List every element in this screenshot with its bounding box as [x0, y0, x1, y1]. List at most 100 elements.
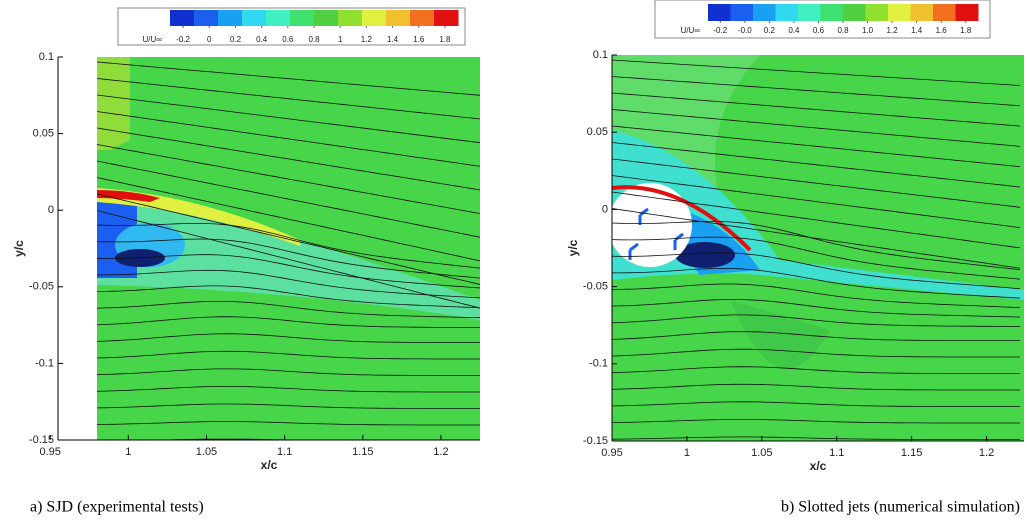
- streamline: [97, 78, 480, 120]
- colorbar-tick-label: 1.6: [413, 35, 425, 44]
- y-tick-label: 0: [602, 203, 608, 215]
- colorbar-tick-label: 1.8: [439, 35, 451, 44]
- streamline: [612, 109, 1021, 147]
- colorbar-swatch: [410, 10, 435, 26]
- colorbar-swatch: [730, 4, 754, 21]
- field-region: [97, 188, 300, 246]
- streamline: [612, 175, 1021, 228]
- y-tick-label: 0.05: [587, 126, 608, 138]
- streamline: [612, 348, 1020, 358]
- streamline: [97, 421, 480, 426]
- y-axis-label: y/c: [12, 240, 26, 257]
- streamline: [97, 238, 480, 279]
- x-tick-label: 1.05: [751, 447, 772, 459]
- streamline: [97, 193, 480, 285]
- x-tick-label: 1.05: [196, 446, 217, 458]
- y-tick-label: -0.05: [583, 281, 608, 293]
- x-tick-label: 1.1: [829, 447, 844, 459]
- colorbar-swatch: [362, 10, 387, 26]
- colorbar-label: U/U∞: [143, 35, 163, 44]
- streamline: [97, 210, 480, 309]
- colorbar-swatch: [314, 10, 339, 26]
- streamline: [97, 269, 480, 299]
- colorbar-swatch: [843, 4, 866, 21]
- colorbar-tick-label: 0.6: [813, 26, 825, 35]
- x-axis-label: x/c: [261, 458, 278, 472]
- colorbar-swatch: [170, 10, 195, 26]
- colorbar-swatch: [290, 10, 315, 26]
- colorbar-tick-label: 0.4: [256, 35, 268, 44]
- streamline: [612, 419, 1020, 424]
- colorbar-tick-label: 1.2: [887, 26, 899, 35]
- field-region: [730, 300, 830, 369]
- colorbar-tick-label: 1.8: [960, 26, 972, 35]
- colorbar: U/U∞ -0.2 -0.0 0.2 0.4 0.6 0.8 1.0 1.2 1.4 1.6 1.8: [654, 0, 991, 39]
- streamline: [612, 125, 1021, 168]
- x-axis-label: x/c: [810, 459, 827, 473]
- colorbar-swatch: [820, 4, 844, 21]
- colorbar-swatch: [266, 10, 291, 26]
- colorbar-swatch: [955, 4, 979, 21]
- colorbar-tick-label: 1.4: [387, 35, 399, 44]
- x-tick-label: 1.2: [979, 447, 994, 459]
- caption: a) SJD (experimental tests): [30, 499, 204, 516]
- streamline: [612, 158, 1021, 208]
- colorbar-swatch: [888, 4, 911, 21]
- field-region: [675, 242, 735, 268]
- y-tick-label: 0.1: [593, 49, 608, 61]
- streamline: [612, 383, 1020, 391]
- streamline: [97, 111, 480, 167]
- streamline: [612, 191, 1021, 249]
- caption: b) Slotted jets (numerical simulation): [781, 499, 1020, 516]
- colorbar-swatch: [242, 10, 267, 26]
- y-axis-label: y/c: [566, 239, 580, 256]
- streamline: [612, 142, 1021, 188]
- colorbar-tick-label: 0.8: [837, 26, 849, 35]
- streamline: [612, 283, 1021, 308]
- colorbar-swatch: [708, 4, 731, 21]
- y-tick-label: -0.15: [583, 435, 608, 447]
- streamline: [97, 177, 480, 262]
- streamline: [612, 208, 1021, 269]
- colorbar-tick-label: 1.4: [911, 26, 923, 35]
- streamline: [612, 436, 1020, 440]
- streamline: [612, 220, 1021, 271]
- colorbar-tick-label: 0.2: [230, 35, 242, 44]
- x-tick-label: 1: [125, 446, 131, 458]
- x-tick-label: 0.95: [601, 447, 622, 459]
- colorbar-swatch: [194, 10, 219, 26]
- colorbar-tick-label: -0.2: [176, 35, 190, 44]
- streamline: [612, 366, 1020, 374]
- streamline: [97, 333, 480, 343]
- streamline: [97, 386, 480, 393]
- streamline: [612, 236, 1021, 280]
- plot-field: [612, 55, 1024, 441]
- colorbar-swatch: [933, 4, 956, 21]
- streamline: [612, 331, 1020, 341]
- slot: [673, 232, 684, 250]
- streamline: [97, 144, 480, 214]
- plot-field: [97, 57, 480, 440]
- colorbar-swatch: [386, 10, 411, 26]
- colorbar-tick-label: 0.4: [788, 26, 800, 35]
- streamline: [97, 316, 480, 328]
- streamline: [97, 403, 480, 409]
- colorbar-swatch: [753, 4, 776, 21]
- streamline: [612, 299, 1021, 318]
- x-tick-label: 1.1: [277, 446, 292, 458]
- field-region: [97, 195, 480, 320]
- streamline: [612, 401, 1020, 407]
- streamline: [612, 76, 1021, 107]
- colorbar-swatch: [218, 10, 243, 26]
- streamline: [97, 160, 480, 238]
- colorbar-swatch: [910, 4, 934, 21]
- y-tick-label: -0.1: [35, 357, 54, 369]
- streamline: [97, 61, 480, 96]
- colorbar-tick-label: 1.2: [361, 35, 373, 44]
- colorbar-label: U/U∞: [681, 26, 701, 35]
- field-region: [97, 57, 130, 150]
- x-tick-label: 1.2: [433, 446, 448, 458]
- colorbar-tick-label: -0.2: [713, 26, 727, 35]
- streamline: [612, 92, 1021, 127]
